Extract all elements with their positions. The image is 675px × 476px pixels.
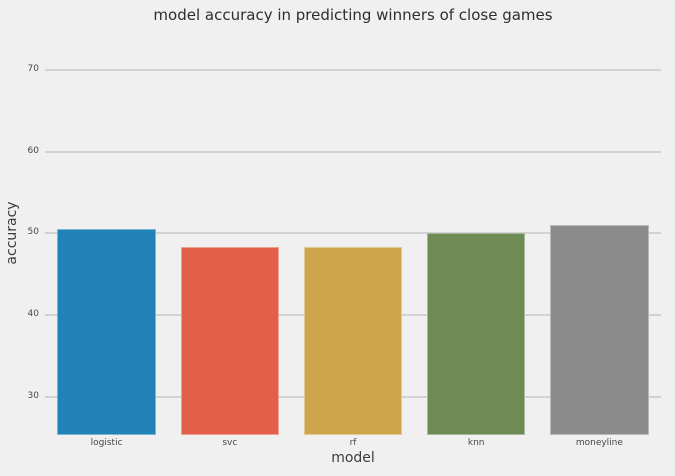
y-tick-label-40: 40 bbox=[27, 309, 39, 320]
x-tick-label-moneyline: moneyline bbox=[575, 438, 623, 448]
x-axis-label: model bbox=[331, 450, 375, 466]
x-tick-label-svc: svc bbox=[222, 438, 238, 448]
gridline-50 bbox=[45, 232, 661, 235]
y-tick-label-60: 60 bbox=[27, 145, 39, 156]
bar-knn bbox=[426, 232, 526, 435]
y-tick-label-50: 50 bbox=[27, 227, 39, 238]
x-tick-label-logistic: logistic bbox=[90, 438, 123, 448]
x-tick-label-knn: knn bbox=[467, 438, 485, 448]
bar-moneyline bbox=[550, 225, 649, 435]
y-tick-label-70: 70 bbox=[27, 64, 39, 75]
bar-logistic bbox=[57, 229, 156, 435]
chart-title: model accuracy in predicting winners of … bbox=[153, 6, 553, 24]
plot-area bbox=[45, 45, 661, 435]
gridline-60 bbox=[45, 150, 661, 153]
bar-rf bbox=[303, 247, 403, 435]
x-tick-label-rf: rf bbox=[349, 438, 357, 448]
bar-svc bbox=[180, 246, 280, 435]
y-tick-label-30: 30 bbox=[27, 390, 39, 401]
gridline-70 bbox=[45, 69, 661, 72]
